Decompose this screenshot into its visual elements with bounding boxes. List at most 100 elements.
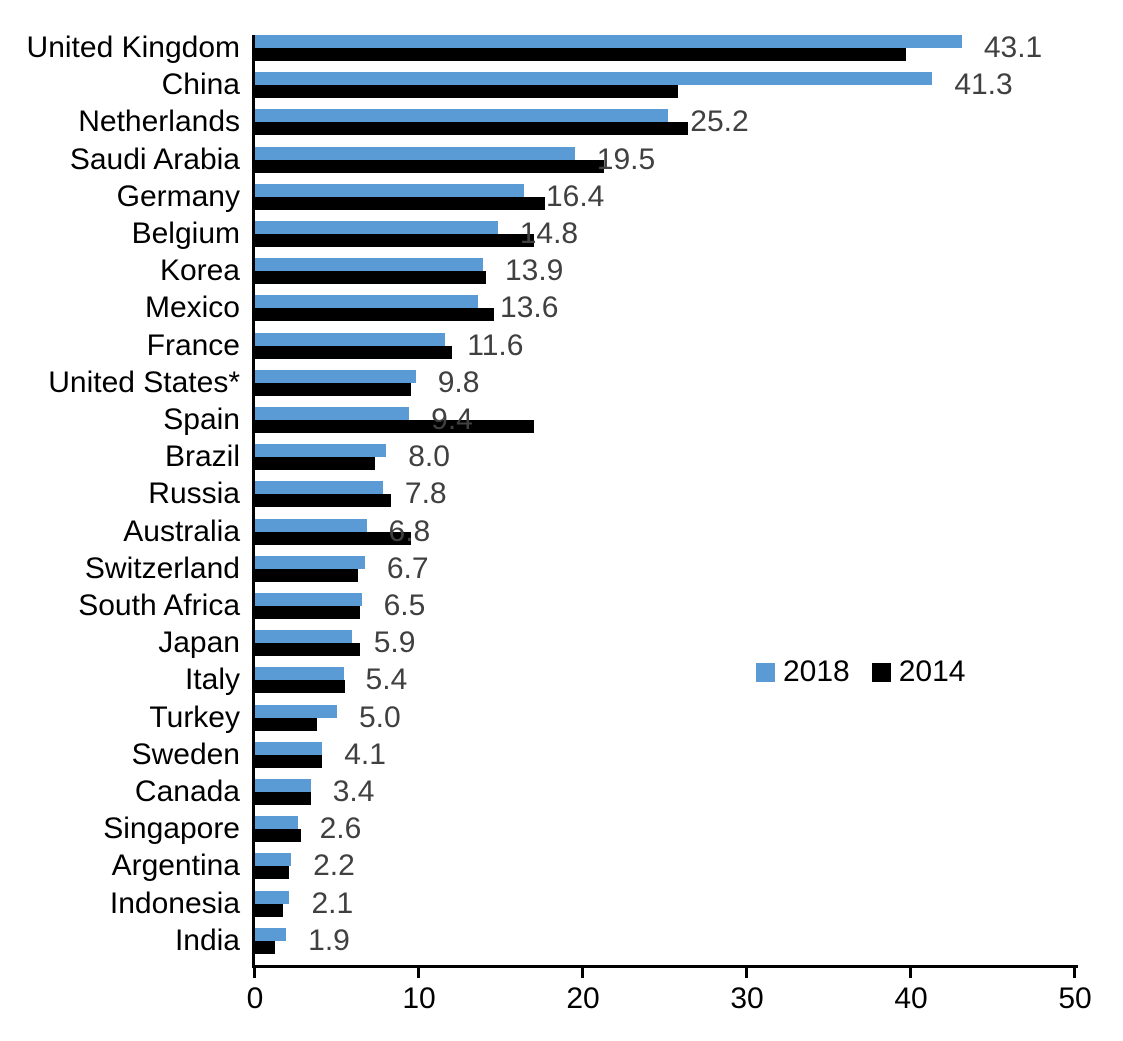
bar-2018-germany — [255, 183, 524, 197]
category-label-russia: Russia — [148, 477, 240, 511]
value-label-belgium: 14.8 — [519, 217, 579, 250]
bar-2018-turkey — [255, 704, 337, 718]
y-axis-line — [252, 35, 255, 968]
x-tick-40 — [909, 965, 912, 978]
value-label-mexico: 13.6 — [500, 291, 559, 325]
value-label-australia: 6.8 — [388, 514, 431, 548]
value-label-canada: 3.4 — [332, 775, 375, 808]
bar-2018-singapore — [255, 816, 298, 830]
bar-2018-canada — [255, 779, 311, 792]
bar-2014-united-states — [255, 382, 411, 396]
value-label-singapore: 2.6 — [319, 812, 362, 846]
bar-2018-saudi-arabia — [255, 146, 575, 160]
bar-2018-united-states — [255, 369, 416, 383]
legend-label-2014: 2014 — [898, 655, 966, 688]
category-label-germany: Germany — [116, 179, 240, 213]
x-tick-label-50: 50 — [1058, 982, 1092, 1015]
bar-2018-france — [255, 332, 446, 346]
bar-2014-belgium — [255, 234, 534, 247]
bar-2018-indonesia — [255, 890, 290, 904]
category-label-saudi-arabia: Saudi Arabia — [69, 142, 240, 176]
x-tick-label-10: 10 — [402, 982, 436, 1015]
category-label-brazil: Brazil — [164, 440, 240, 474]
bar-2014-switzerland — [255, 568, 359, 582]
category-label-united-kingdom: United Kingdom — [26, 31, 240, 64]
value-label-united-kingdom: 43.1 — [983, 31, 1043, 64]
bar-2014-spain — [255, 420, 534, 433]
value-label-sweden: 4.1 — [344, 737, 386, 771]
category-label-canada: Canada — [134, 775, 240, 808]
category-label-france: France — [146, 328, 240, 362]
category-label-united-states: United States* — [48, 365, 240, 399]
bar-2014-germany — [255, 196, 546, 210]
value-label-italy: 5.4 — [365, 663, 408, 697]
bar-2014-canada — [255, 792, 311, 805]
legend-swatch-2018 — [756, 662, 775, 682]
bar-2014-united-kingdom — [255, 48, 907, 61]
x-tick-30 — [745, 965, 748, 978]
value-label-brazil: 8.0 — [408, 440, 450, 474]
legend-swatch-2014 — [871, 662, 891, 682]
value-label-korea: 13.9 — [504, 254, 564, 288]
category-label-switzerland: Switzerland — [84, 551, 240, 585]
bar-2018-india — [255, 927, 287, 941]
value-label-turkey: 5.0 — [359, 700, 401, 734]
x-tick-label-30: 30 — [730, 982, 764, 1015]
x-tick-50 — [1073, 965, 1076, 978]
value-label-indonesia: 2.1 — [311, 886, 354, 920]
bar-2014-korea — [255, 271, 487, 285]
bar-2014-saudi-arabia — [255, 159, 605, 173]
bar-2014-brazil — [255, 457, 375, 471]
category-label-netherlands: Netherlands — [78, 105, 240, 139]
bar-2018-japan — [255, 630, 352, 644]
category-label-turkey: Turkey — [149, 700, 240, 734]
bar-2018-united-kingdom — [255, 35, 962, 48]
bar-2018-spain — [255, 407, 410, 420]
bar-2014-india — [255, 940, 275, 954]
category-label-india: India — [174, 923, 240, 957]
x-axis-line — [252, 965, 1078, 968]
x-tick-20 — [581, 965, 584, 978]
x-tick-label-0: 0 — [246, 982, 264, 1015]
bar-2014-france — [255, 345, 452, 359]
bar-2014-argentina — [255, 866, 290, 880]
bar-2018-china — [255, 72, 933, 86]
value-label-south-africa: 6.5 — [383, 589, 426, 622]
bar-2014-china — [255, 85, 679, 99]
bar-2018-argentina — [255, 853, 292, 867]
category-label-mexico: Mexico — [144, 291, 240, 325]
bar-2014-japan — [255, 643, 360, 657]
bar-2018-italy — [255, 667, 344, 681]
category-label-sweden: Sweden — [131, 737, 240, 771]
bar-2018-australia — [255, 518, 367, 532]
category-label-italy: Italy — [184, 663, 240, 697]
value-label-netherlands: 25.2 — [690, 105, 749, 139]
x-tick-label-20: 20 — [566, 982, 600, 1015]
x-tick-10 — [417, 965, 420, 978]
category-label-china: China — [161, 68, 240, 102]
value-label-saudi-arabia: 19.5 — [596, 142, 656, 176]
bar-2018-russia — [255, 481, 383, 495]
bar-2014-italy — [255, 680, 346, 694]
category-label-indonesia: Indonesia — [109, 886, 240, 920]
value-label-united-states: 9.8 — [437, 365, 480, 399]
category-label-korea: Korea — [159, 254, 240, 288]
legend-label-2018: 2018 — [783, 655, 850, 688]
x-tick-label-40: 40 — [894, 982, 928, 1015]
value-label-france: 11.6 — [467, 328, 524, 362]
bar-2018-sweden — [255, 741, 323, 755]
bar-2018-brazil — [255, 444, 387, 458]
value-label-spain: 9.4 — [431, 403, 473, 436]
category-label-japan: Japan — [158, 626, 240, 660]
value-label-china: 41.3 — [954, 68, 1013, 102]
category-label-belgium: Belgium — [131, 217, 240, 250]
bar-2014-mexico — [255, 308, 495, 322]
value-label-argentina: 2.2 — [313, 849, 355, 883]
bar-2014-sweden — [255, 754, 323, 768]
legend: 2018 2014 — [756, 655, 966, 688]
bar-2014-indonesia — [255, 903, 283, 917]
category-label-argentina: Argentina — [111, 849, 240, 883]
value-label-germany: 16.4 — [545, 179, 605, 213]
bar-2018-switzerland — [255, 555, 365, 569]
